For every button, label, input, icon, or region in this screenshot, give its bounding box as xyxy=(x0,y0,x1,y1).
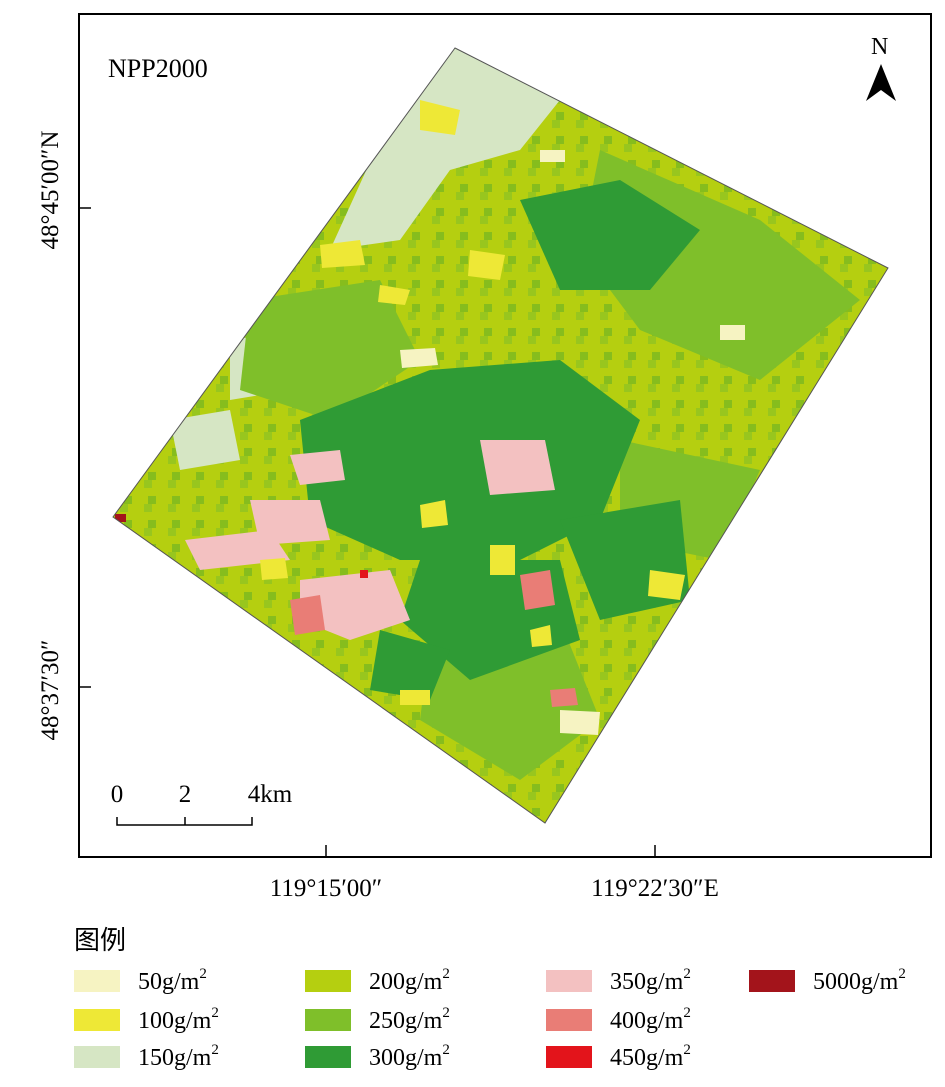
npp-patch xyxy=(520,570,555,610)
legend-value: 100g/m xyxy=(138,1008,212,1034)
legend-swatch xyxy=(546,1046,592,1068)
npp-patch xyxy=(560,710,600,735)
legend-item: 450g/m2 xyxy=(546,1041,691,1073)
legend-label: 450g/m2 xyxy=(610,1042,691,1072)
north-arrow-icon xyxy=(866,64,896,101)
npp-patch xyxy=(290,450,345,485)
legend-value: 200g/m xyxy=(369,969,443,995)
lon-label-left: 119°15′00″ xyxy=(270,875,382,902)
npp-patch xyxy=(320,240,365,268)
legend-item: 100g/m2 xyxy=(74,1004,219,1036)
legend-unit-exponent: 2 xyxy=(442,1005,450,1021)
legend-swatch xyxy=(305,1009,351,1031)
npp-patch xyxy=(550,688,578,707)
legend-label: 300g/m2 xyxy=(369,1042,450,1072)
legend-value: 50g/m xyxy=(138,969,200,995)
legend-swatch xyxy=(305,1046,351,1068)
npp-patch xyxy=(250,500,330,545)
npp-class-patches xyxy=(115,48,860,780)
legend-value: 150g/m xyxy=(138,1045,212,1071)
lat-label-top: 48°45′00″N xyxy=(37,131,64,250)
legend-value: 250g/m xyxy=(369,1008,443,1034)
legend-label: 150g/m2 xyxy=(138,1042,219,1072)
legend-item: 150g/m2 xyxy=(74,1041,219,1073)
legend-swatch xyxy=(305,970,351,992)
legend-swatch xyxy=(749,970,795,992)
npp-patch xyxy=(540,150,565,162)
legend-swatch xyxy=(74,970,120,992)
npp-patch xyxy=(720,325,745,340)
legend-label: 250g/m2 xyxy=(369,1005,450,1035)
legend-value: 350g/m xyxy=(610,969,684,995)
legend-value: 400g/m xyxy=(610,1008,684,1034)
npp-patch xyxy=(370,630,450,700)
npp-patch xyxy=(170,410,240,470)
legend-unit-exponent: 2 xyxy=(898,966,906,982)
scale-tick-2: 2 xyxy=(179,781,192,808)
legend-item: 50g/m2 xyxy=(74,965,207,997)
legend-label: 400g/m2 xyxy=(610,1005,691,1035)
npp-patch xyxy=(420,100,460,135)
legend-value: 300g/m xyxy=(369,1045,443,1071)
legend-unit-exponent: 2 xyxy=(683,1042,691,1058)
scale-bar: 0 2 4km xyxy=(111,781,293,826)
north-arrow: N xyxy=(866,34,896,101)
npp-patch xyxy=(468,250,505,280)
legend-item: 200g/m2 xyxy=(305,965,450,997)
legend-label: 100g/m2 xyxy=(138,1005,219,1035)
legend-swatch xyxy=(546,1009,592,1031)
scale-tick-4: 4km xyxy=(248,781,293,808)
legend-item: 250g/m2 xyxy=(305,1004,450,1036)
legend-swatch xyxy=(74,1009,120,1031)
legend-unit-exponent: 2 xyxy=(199,966,207,982)
npp-patch xyxy=(240,280,420,420)
legend-swatch xyxy=(546,970,592,992)
legend-label: 5000g/m2 xyxy=(813,966,906,996)
legend-unit-exponent: 2 xyxy=(683,1005,691,1021)
legend-value: 5000g/m xyxy=(813,969,899,995)
npp-raster xyxy=(113,48,888,823)
npp-patch xyxy=(260,558,288,580)
legend-item: 5000g/m2 xyxy=(749,965,906,997)
npp-patch xyxy=(400,690,430,705)
legend-unit-exponent: 2 xyxy=(442,966,450,982)
legend-swatch xyxy=(74,1046,120,1068)
lon-label-right: 119°22′30″E xyxy=(591,875,719,902)
legend-label: 350g/m2 xyxy=(610,966,691,996)
map-title: NPP2000 xyxy=(108,54,208,83)
npp-patch xyxy=(290,595,325,635)
npp-patch xyxy=(420,500,448,528)
npp-patch xyxy=(530,625,552,647)
legend-item: 400g/m2 xyxy=(546,1004,691,1036)
npp-patch xyxy=(490,545,515,575)
npp-patch xyxy=(400,348,438,368)
legend-unit-exponent: 2 xyxy=(211,1042,219,1058)
scale-tick-0: 0 xyxy=(111,781,124,808)
legend-unit-exponent: 2 xyxy=(442,1042,450,1058)
legend-unit-exponent: 2 xyxy=(211,1005,219,1021)
graticule-ticks xyxy=(79,207,656,857)
map-frame xyxy=(78,13,932,858)
legend-label: 200g/m2 xyxy=(369,966,450,996)
npp-patch xyxy=(648,570,685,600)
npp-patch xyxy=(115,514,126,522)
npp-patch xyxy=(480,440,555,495)
region-outline xyxy=(112,47,889,824)
legend-unit-exponent: 2 xyxy=(683,966,691,982)
legend-item: 300g/m2 xyxy=(305,1041,450,1073)
npp-patch xyxy=(300,360,640,560)
legend-item: 350g/m2 xyxy=(546,965,691,997)
npp-patch xyxy=(520,180,700,290)
lat-label-bottom: 48°37′30″ xyxy=(37,640,64,741)
legend-value: 450g/m xyxy=(610,1045,684,1071)
north-label: N xyxy=(871,34,888,60)
legend-label: 50g/m2 xyxy=(138,966,207,996)
legend-title: 图例 xyxy=(74,926,127,956)
npp-patch xyxy=(300,570,410,640)
npp-patch xyxy=(330,48,560,250)
npp-patch xyxy=(378,285,410,305)
npp-patch xyxy=(360,570,368,578)
